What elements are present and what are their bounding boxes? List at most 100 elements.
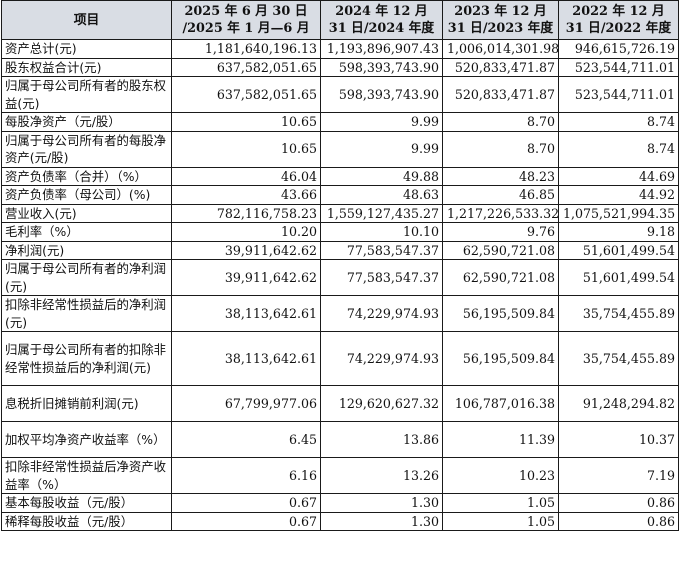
header-period-2025h1: 2025 年 6 月 30 日 /2025 年 1 月—6 月 xyxy=(171,0,321,40)
value-cell: 1.05 xyxy=(442,511,559,531)
value-cell: 8.74 xyxy=(558,112,679,132)
value-cell: 39,911,642.62 xyxy=(171,259,321,296)
value-cell: 129,620,627.32 xyxy=(320,385,443,422)
value-cell: 7.19 xyxy=(558,457,679,494)
value-cell: 51,601,499.54 xyxy=(558,240,679,260)
header-row: 项目 2025 年 6 月 30 日 /2025 年 1 月—6 月 2024 … xyxy=(1,0,679,40)
value-cell: 48.63 xyxy=(320,185,443,205)
table-row: 毛利率（%） 10.20 10.10 9.76 9.18 xyxy=(1,222,679,242)
value-cell: 782,116,758.23 xyxy=(171,203,321,223)
value-cell: 523,544,711.01 xyxy=(558,57,679,77)
value-cell: 6.16 xyxy=(171,457,321,494)
value-cell: 62,590,721.08 xyxy=(442,240,559,260)
table-row: 加权平均净资产收益率（%） 6.45 13.86 11.39 10.37 xyxy=(1,421,679,458)
value-cell: 1,181,640,196.13 xyxy=(171,39,321,59)
value-cell: 10.10 xyxy=(320,222,443,242)
table-row: 归属于母公司所有者的股东权益(元) 637,582,051.65 598,393,7… xyxy=(1,76,679,113)
row-label: 基本每股收益（元/股） xyxy=(1,493,172,513)
value-cell: 1,193,896,907.43 xyxy=(320,39,443,59)
row-label: 加权平均净资产收益率（%） xyxy=(1,421,172,458)
value-cell: 0.86 xyxy=(558,511,679,531)
value-cell: 9.76 xyxy=(442,222,559,242)
value-cell: 523,544,711.01 xyxy=(558,76,679,113)
table-row: 稀释每股收益（元/股） 0.67 1.30 1.05 0.86 xyxy=(1,511,679,531)
value-cell: 6.45 xyxy=(171,421,321,458)
value-cell: 520,833,471.87 xyxy=(442,57,559,77)
value-cell: 56,195,509.84 xyxy=(442,331,559,386)
financial-summary-table: 项目 2025 年 6 月 30 日 /2025 年 1 月—6 月 2024 … xyxy=(1,0,679,531)
header-item: 项目 xyxy=(1,0,172,40)
value-cell: 1.05 xyxy=(442,493,559,513)
table-row: 归属于母公司所有者的扣除非经常性损益后的净利润(元) 38,113,642.61 7… xyxy=(1,331,679,386)
value-cell: 44.92 xyxy=(558,185,679,205)
value-cell: 77,583,547.37 xyxy=(320,259,443,296)
table-row: 归属于母公司所有者的净利润(元) 39,911,642.62 77,583,547.… xyxy=(1,259,679,296)
value-cell: 10.37 xyxy=(558,421,679,458)
value-cell: 637,582,051.65 xyxy=(171,76,321,113)
value-cell: 11.39 xyxy=(442,421,559,458)
row-label: 资产负债率（合并）（%） xyxy=(1,166,172,186)
table-header: 项目 2025 年 6 月 30 日 /2025 年 1 月—6 月 2024 … xyxy=(1,0,679,40)
value-cell: 9.18 xyxy=(558,222,679,242)
value-cell: 38,113,642.61 xyxy=(171,331,321,386)
row-label: 归属于母公司所有者的每股净资产(元/股) xyxy=(1,130,172,168)
value-cell: 0.86 xyxy=(558,493,679,513)
table-body: 资产总计(元) 1,181,640,196.13 1,193,896,907.43 1… xyxy=(1,39,679,531)
value-cell: 1.30 xyxy=(320,493,443,513)
value-cell: 10.65 xyxy=(171,112,321,132)
value-cell: 35,754,455.89 xyxy=(558,295,679,332)
table-row: 扣除非经常性损益后的净利润(元) 38,113,642.61 74,229,974.… xyxy=(1,295,679,332)
value-cell: 43.66 xyxy=(171,185,321,205)
table-row: 每股净资产（元/股） 10.65 9.99 8.70 8.74 xyxy=(1,112,679,132)
row-label: 股东权益合计(元) xyxy=(1,57,172,77)
row-label: 扣除非经常性损益后的净利润(元) xyxy=(1,295,172,332)
value-cell: 67,799,977.06 xyxy=(171,385,321,422)
table-row: 股东权益合计(元) 637,582,051.65 598,393,743.90 520… xyxy=(1,57,679,77)
value-cell: 10.23 xyxy=(442,457,559,494)
value-cell: 0.67 xyxy=(171,493,321,513)
header-period-2023: 2023 年 12 月 31 日/2023 年度 xyxy=(442,0,559,40)
value-cell: 1,075,521,994.35 xyxy=(558,203,679,223)
value-cell: 8.70 xyxy=(442,130,559,168)
value-cell: 9.99 xyxy=(320,112,443,132)
value-cell: 1,559,127,435.27 xyxy=(320,203,443,223)
row-label: 息税折旧摊销前利润(元) xyxy=(1,385,172,422)
value-cell: 0.67 xyxy=(171,511,321,531)
value-cell: 10.20 xyxy=(171,222,321,242)
value-cell: 13.86 xyxy=(320,421,443,458)
row-label: 净利润(元) xyxy=(1,240,172,260)
value-cell: 74,229,974.93 xyxy=(320,331,443,386)
table-row: 资产负债率（母公司）(%) 43.66 48.63 46.85 44.92 xyxy=(1,185,679,205)
value-cell: 8.74 xyxy=(558,130,679,168)
value-cell: 13.26 xyxy=(320,457,443,494)
value-cell: 598,393,743.90 xyxy=(320,76,443,113)
value-cell: 39,911,642.62 xyxy=(171,240,321,260)
table-row: 扣除非经常性损益后净资产收益率（%） 6.16 13.26 10.23 7.19 xyxy=(1,457,679,494)
value-cell: 74,229,974.93 xyxy=(320,295,443,332)
table-row: 资产负债率（合并）（%） 46.04 49.88 48.23 44.69 xyxy=(1,166,679,186)
value-cell: 598,393,743.90 xyxy=(320,57,443,77)
table-row: 资产总计(元) 1,181,640,196.13 1,193,896,907.43 1… xyxy=(1,39,679,59)
value-cell: 46.04 xyxy=(171,166,321,186)
row-label: 归属于母公司所有者的净利润(元) xyxy=(1,259,172,296)
row-label: 归属于母公司所有者的股东权益(元) xyxy=(1,76,172,113)
value-cell: 1,006,014,301.98 xyxy=(442,39,559,59)
value-cell: 106,787,016.38 xyxy=(442,385,559,422)
table-row: 息税折旧摊销前利润(元) 67,799,977.06 129,620,627.32 1… xyxy=(1,385,679,422)
value-cell: 49.88 xyxy=(320,166,443,186)
value-cell: 38,113,642.61 xyxy=(171,295,321,332)
value-cell: 46.85 xyxy=(442,185,559,205)
value-cell: 637,582,051.65 xyxy=(171,57,321,77)
row-label: 扣除非经常性损益后净资产收益率（%） xyxy=(1,457,172,494)
header-period-2024: 2024 年 12 月 31 日/2024 年度 xyxy=(320,0,443,40)
value-cell: 91,248,294.82 xyxy=(558,385,679,422)
value-cell: 35,754,455.89 xyxy=(558,331,679,386)
value-cell: 10.65 xyxy=(171,130,321,168)
row-label: 毛利率（%） xyxy=(1,222,172,242)
value-cell: 8.70 xyxy=(442,112,559,132)
value-cell: 9.99 xyxy=(320,130,443,168)
value-cell: 44.69 xyxy=(558,166,679,186)
value-cell: 1,217,226,533.32 xyxy=(442,203,559,223)
row-label: 稀释每股收益（元/股） xyxy=(1,511,172,531)
value-cell: 48.23 xyxy=(442,166,559,186)
